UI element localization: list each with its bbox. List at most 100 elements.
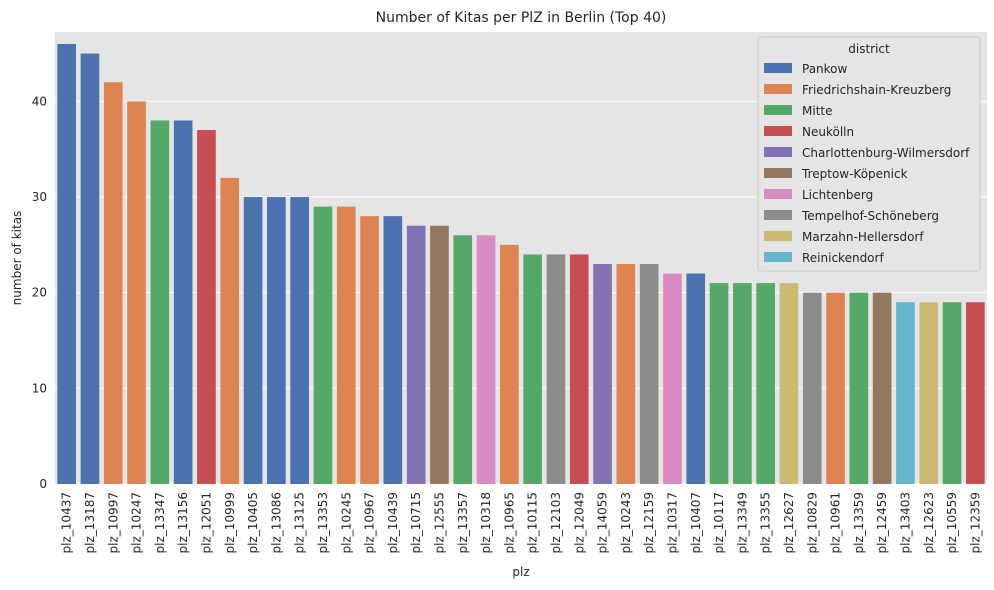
x-tick-label: plz_12623 bbox=[922, 492, 936, 553]
x-tick-label: plz_12159 bbox=[642, 492, 656, 553]
bar-plz_10247 bbox=[127, 101, 146, 485]
bar-plz_10829 bbox=[802, 292, 822, 484]
bar-plz_13125 bbox=[290, 197, 309, 484]
x-tick-label: plz_10247 bbox=[130, 492, 144, 553]
bar-plz_12049 bbox=[569, 254, 589, 484]
x-tick-label: plz_13347 bbox=[153, 492, 167, 553]
legend-swatch bbox=[764, 147, 792, 157]
x-tick-label: plz_10317 bbox=[665, 492, 679, 553]
x-tick-label: plz_14059 bbox=[596, 492, 610, 553]
x-tick-label: plz_12103 bbox=[549, 492, 563, 553]
y-axis-ticks: 0 10 20 30 40 bbox=[32, 94, 47, 491]
bar-plz_10961 bbox=[826, 292, 845, 484]
legend-swatch bbox=[764, 210, 792, 220]
bar-plz_14059 bbox=[593, 263, 612, 484]
bar-plz_13359 bbox=[849, 292, 869, 484]
bar-plz_13347 bbox=[150, 120, 170, 485]
y-tick-label: 30 bbox=[32, 190, 47, 204]
x-tick-label: plz_10829 bbox=[805, 492, 819, 553]
chart-title: Number of Kitas per PlZ in Berlin (Top 4… bbox=[376, 10, 667, 26]
x-tick-label: plz_13086 bbox=[269, 492, 283, 553]
y-axis-label: number of kitas bbox=[10, 211, 24, 306]
legend-label: Marzahn-Hellersdorf bbox=[802, 230, 924, 244]
x-tick-label: plz_10115 bbox=[526, 492, 540, 553]
x-tick-label: plz_12555 bbox=[432, 492, 446, 553]
legend-label: Mitte bbox=[802, 104, 832, 118]
bar-plz_10405 bbox=[243, 197, 263, 484]
legend-swatch bbox=[764, 168, 792, 178]
bar-plz_12555 bbox=[430, 225, 449, 484]
bar-plz_10115 bbox=[523, 254, 542, 484]
bar-plz_12103 bbox=[546, 254, 566, 484]
bar-plz_10117 bbox=[709, 283, 729, 484]
bar-plz_12627 bbox=[779, 283, 799, 484]
x-tick-label: plz_10967 bbox=[363, 492, 377, 553]
bar-plz_10999 bbox=[220, 177, 240, 484]
y-tick-label: 20 bbox=[32, 286, 47, 300]
bar-plz_10559 bbox=[942, 302, 962, 484]
y-tick-label: 0 bbox=[39, 477, 47, 491]
bar-plz_10715 bbox=[406, 225, 426, 484]
legend-swatch bbox=[764, 105, 792, 115]
y-tick-label: 10 bbox=[32, 381, 47, 395]
legend-items: Pankow Friedrichshain-Kreuzberg Mitte Neukö… bbox=[764, 62, 970, 265]
bar-plz_12159 bbox=[639, 263, 659, 484]
bar-plz_12623 bbox=[919, 302, 939, 484]
x-tick-label: plz_10243 bbox=[619, 492, 633, 553]
legend-swatch bbox=[764, 252, 792, 262]
x-tick-label: plz_10715 bbox=[409, 492, 423, 553]
bar-plz_13353 bbox=[313, 206, 333, 484]
x-tick-label: plz_10318 bbox=[479, 492, 493, 553]
x-axis-ticks: plz_10437 plz_13187 plz_10997 plz_10247 plz_… bbox=[60, 492, 983, 553]
x-tick-label: plz_13355 bbox=[759, 492, 773, 553]
legend-label: Reinickendorf bbox=[802, 251, 884, 265]
bar-plz_10317 bbox=[663, 273, 682, 484]
x-tick-label: plz_10965 bbox=[502, 492, 516, 553]
bar-plz_10437 bbox=[57, 43, 76, 484]
bar-plz_10318 bbox=[476, 235, 496, 484]
x-tick-label: plz_13403 bbox=[898, 492, 912, 553]
x-tick-label: plz_10407 bbox=[689, 492, 703, 553]
legend-swatch bbox=[764, 126, 792, 136]
bar-plz_13357 bbox=[453, 235, 473, 484]
x-tick-label: plz_10405 bbox=[246, 492, 260, 553]
bars bbox=[57, 43, 985, 485]
x-tick-label: plz_10439 bbox=[386, 492, 400, 553]
bar-plz_13403 bbox=[896, 302, 915, 484]
legend-title: district bbox=[848, 42, 890, 56]
bar-plz_10965 bbox=[500, 244, 519, 484]
x-tick-label: plz_12049 bbox=[572, 492, 586, 553]
bar-plz_10243 bbox=[616, 263, 636, 484]
x-tick-label: plz_12359 bbox=[968, 492, 982, 553]
x-tick-label: plz_13349 bbox=[735, 492, 749, 553]
bar-plz_10407 bbox=[686, 273, 706, 484]
x-tick-label: plz_10961 bbox=[829, 492, 843, 553]
legend-label: Tempelhof-Schöneberg bbox=[801, 209, 939, 223]
legend-label: Friedrichshain-Kreuzberg bbox=[802, 83, 951, 97]
bar-plz_12359 bbox=[966, 302, 985, 484]
legend-frame bbox=[757, 36, 981, 272]
legend-label: Neukölln bbox=[802, 125, 854, 139]
x-tick-label: plz_13359 bbox=[852, 492, 866, 553]
legend-label: Treptow-Köpenick bbox=[801, 167, 908, 181]
x-tick-label: plz_13125 bbox=[293, 492, 307, 553]
x-tick-label: plz_13353 bbox=[316, 492, 330, 553]
x-tick-label: plz_13357 bbox=[456, 492, 470, 553]
bar-plz_12051 bbox=[197, 130, 216, 484]
bar-plz_10245 bbox=[336, 206, 356, 484]
bar-plz_12459 bbox=[872, 292, 892, 484]
bar-plz_13349 bbox=[733, 283, 752, 484]
x-axis-label: plz bbox=[512, 565, 529, 579]
x-tick-label: plz_10559 bbox=[945, 492, 959, 553]
legend-label: Lichtenberg bbox=[802, 188, 873, 202]
legend-swatch bbox=[764, 231, 792, 241]
bar-plz_13355 bbox=[756, 283, 775, 484]
bar-plz_13187 bbox=[80, 53, 100, 485]
x-tick-label: plz_10997 bbox=[106, 492, 120, 553]
x-tick-label: plz_13187 bbox=[83, 492, 97, 553]
bar-plz_10439 bbox=[383, 216, 403, 485]
x-tick-label: plz_12627 bbox=[782, 492, 796, 553]
x-tick-label: plz_10437 bbox=[60, 492, 74, 553]
